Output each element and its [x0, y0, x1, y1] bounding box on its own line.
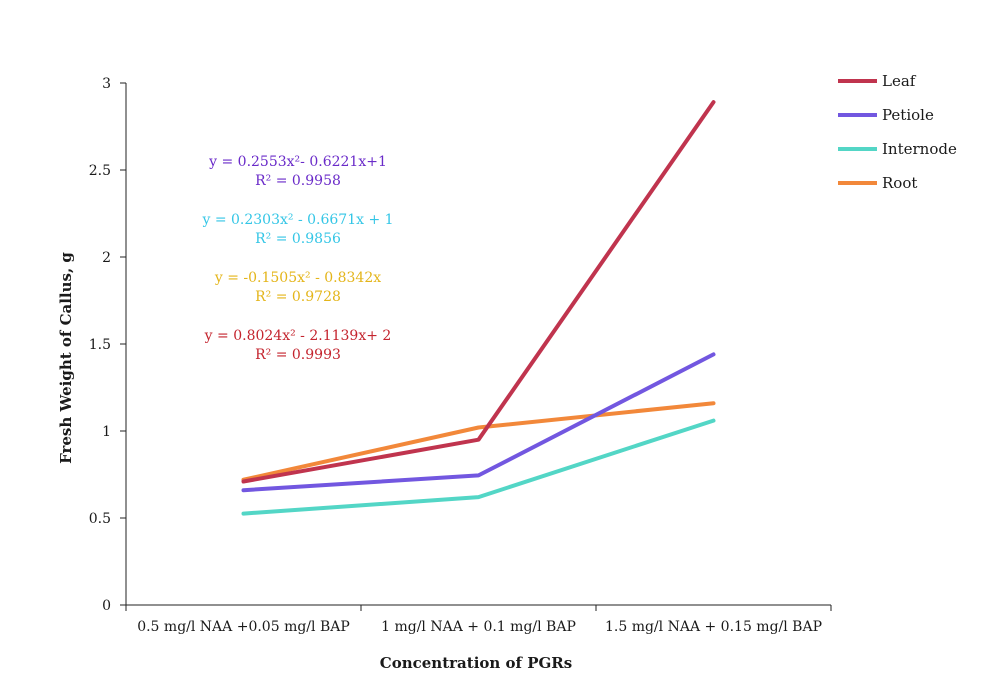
x-axis-ticks: 0.5 mg/l NAA +0.05 mg/l BAP 1 mg/l NAA + … [125, 605, 832, 635]
trendline-equations: y = 0.2553x²- 0.6221x+1 R² = 0.9958 y = 0.… [201, 154, 393, 363]
y-axis-title: Fresh Weight of Callus, g [57, 252, 75, 464]
y-axis-ticks: 0 0.5 1 1.5 2 2.5 3 [89, 76, 126, 614]
y-tick-label: 2.5 [89, 163, 111, 179]
r-squared-text: R² = 0.9958 [255, 173, 341, 189]
equation-text: y = 0.8024x² - 2.1139x+ 2 [204, 328, 392, 344]
r-squared-text: R² = 0.9993 [255, 347, 341, 363]
series-line-leaf [241, 100, 716, 484]
series-line-root [241, 401, 716, 482]
legend-label-root: Root [882, 174, 917, 192]
legend-label-petiole: Petiole [882, 106, 934, 124]
y-tick-label: 1.5 [89, 337, 111, 353]
x-tick-label: 1.5 mg/l NAA + 0.15 mg/l BAP [605, 619, 822, 635]
y-tick-label: 3 [102, 76, 111, 92]
y-tick-label: 0 [102, 598, 111, 614]
equation-text: y = -0.1505x² - 0.8342x [214, 270, 381, 286]
y-tick-label: 0.5 [89, 511, 111, 527]
x-tick-label: 0.5 mg/l NAA +0.05 mg/l BAP [137, 619, 350, 635]
series-line-internode [241, 418, 716, 516]
series-lines [241, 100, 716, 516]
series-line-petiole [241, 352, 716, 493]
equation-text: y = 0.2553x²- 0.6221x+1 [208, 154, 387, 170]
y-tick-label: 1 [102, 424, 111, 440]
r-squared-text: R² = 0.9856 [255, 231, 341, 247]
equation-text: y = 0.2303x² - 0.6671x + 1 [201, 212, 393, 228]
x-axis-title: Concentration of PGRs [380, 654, 572, 672]
x-tick-label: 1 mg/l NAA + 0.1 mg/l BAP [381, 619, 576, 635]
r-squared-text: R² = 0.9728 [255, 289, 341, 305]
y-tick-label: 2 [102, 250, 111, 266]
legend-label-leaf: Leaf [882, 72, 917, 90]
legend: Leaf Petiole Internode Root [838, 72, 957, 192]
legend-label-internode: Internode [882, 140, 957, 158]
